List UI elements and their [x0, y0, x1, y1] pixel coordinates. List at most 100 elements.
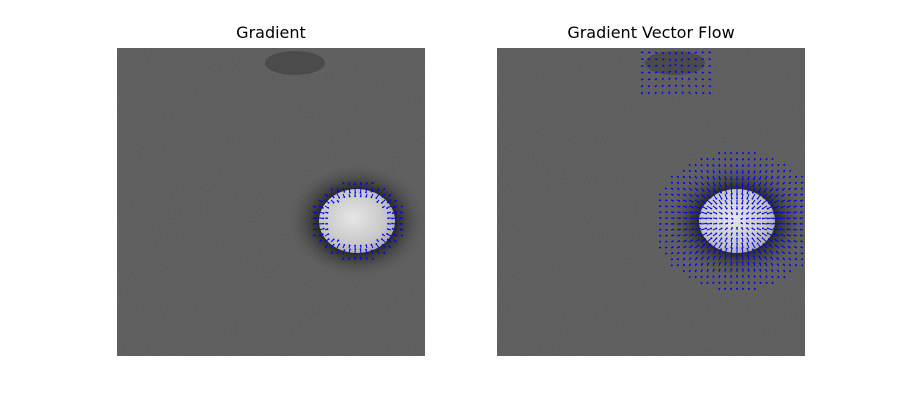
vector-arrowhead	[332, 238, 335, 241]
vector-arrowhead	[712, 164, 715, 167]
vector-arrowhead	[685, 234, 688, 236]
vector-arrowhead	[776, 263, 779, 266]
vector-arrowhead	[752, 255, 755, 258]
vector-arrowhead	[694, 164, 697, 167]
vector-arrowhead	[672, 234, 675, 237]
vector-arrow	[712, 242, 717, 249]
vector-arrowhead	[354, 256, 356, 259]
vector-arrowhead	[665, 199, 668, 202]
vector-arrowhead	[694, 58, 697, 61]
vector-arrowhead	[794, 188, 797, 190]
vector-arrowhead	[348, 244, 351, 247]
vector-arrowhead	[321, 206, 324, 209]
vector-arrowhead	[762, 196, 765, 199]
gradient-vector-flow-image	[497, 48, 805, 356]
vector-arrowhead	[718, 171, 721, 174]
vector-arrowhead	[688, 84, 691, 87]
vector-arrowhead	[675, 91, 677, 94]
vector-arrowhead	[315, 228, 317, 231]
vector-arrowhead	[672, 240, 674, 243]
vector-arrowhead	[793, 211, 796, 214]
vector-arrowhead	[386, 201, 389, 204]
vector-arrowhead	[715, 227, 718, 230]
vector-arrowhead	[386, 228, 389, 230]
vector-arrowhead	[659, 217, 662, 219]
vector-arrowhead	[747, 254, 749, 257]
vector-arrowhead	[697, 238, 700, 241]
vector-arrowhead	[783, 276, 786, 278]
vector-arrowhead	[747, 281, 750, 284]
vector-arrowhead	[685, 217, 688, 220]
vector-arrowhead	[354, 248, 357, 250]
vector-arrowhead	[793, 205, 796, 208]
vector-arrowhead	[741, 232, 743, 235]
vector-arrowhead	[747, 287, 750, 290]
vector-arrowhead	[759, 164, 762, 167]
vector-arrowhead	[787, 200, 790, 203]
vector-arrowhead	[648, 64, 651, 67]
vector-arrowhead	[736, 242, 738, 245]
vector-arrowhead	[678, 240, 681, 242]
vector-arrowhead	[354, 183, 356, 186]
vector-arrowhead	[746, 227, 748, 230]
vector-arrowhead	[684, 245, 687, 248]
vector-arrowhead	[730, 254, 733, 257]
vector-arrowhead	[765, 164, 768, 167]
vector-arrowhead	[659, 228, 662, 231]
gradient-vector-flow-image-panel	[497, 48, 805, 356]
vector-arrowhead	[677, 188, 680, 190]
vector-arrowhead	[703, 244, 706, 246]
vector-arrow	[767, 211, 774, 215]
vector-arrowhead	[706, 281, 709, 284]
vector-arrowhead	[783, 164, 786, 166]
vector-arrowhead	[714, 191, 717, 193]
vector-arrowhead	[694, 64, 697, 67]
vector-arrowhead	[386, 207, 388, 210]
vector-arrow	[746, 187, 750, 194]
vector-arrowhead	[641, 64, 644, 67]
vector-arrowhead	[695, 263, 698, 266]
vector-arrowhead	[675, 77, 677, 80]
vector-arrowhead	[691, 200, 694, 203]
vector-arrowhead	[751, 222, 754, 225]
vector-arrowhead	[641, 92, 644, 94]
vector-arrowhead	[641, 78, 644, 81]
vector-arrowhead	[720, 222, 723, 225]
vector-arrowhead	[688, 276, 691, 278]
vector-arrow	[741, 187, 744, 194]
vector-arrowhead	[709, 196, 712, 199]
vector-arrowhead	[756, 197, 759, 200]
vector-arrowhead	[780, 233, 783, 236]
vector-arrowhead	[703, 196, 706, 198]
vector-arrowhead	[684, 239, 687, 242]
vector-arrowhead	[741, 268, 744, 271]
vector-arrowhead	[662, 77, 664, 80]
vector-arrowhead	[332, 243, 335, 246]
vector-arrowhead	[794, 252, 797, 254]
vector-arrowhead	[766, 227, 769, 230]
vector-arrowhead	[648, 71, 651, 74]
vector-arrowhead	[354, 195, 357, 198]
vector-arrowhead	[659, 211, 662, 214]
vector-arrowhead	[800, 246, 803, 249]
vector-arrowhead	[322, 217, 325, 220]
vector-arrowhead	[386, 232, 388, 235]
vector-arrowhead	[678, 194, 680, 196]
vector-arrowhead	[394, 200, 397, 203]
vector-arrowhead	[692, 217, 695, 220]
vector-arrowhead	[787, 245, 790, 248]
vector-arrowhead	[388, 194, 391, 197]
vector-arrowhead	[715, 222, 718, 225]
vector-arrowhead	[766, 212, 769, 215]
vector-arrowhead	[661, 91, 664, 94]
vector-arrowhead	[753, 178, 755, 180]
vector-arrowhead	[710, 217, 713, 220]
vector-arrowhead	[706, 164, 709, 167]
vector-arrowhead	[746, 212, 748, 215]
vector-arrowhead	[747, 185, 749, 188]
vector-arrowhead	[751, 217, 754, 220]
vector-arrowhead	[359, 248, 362, 250]
vector-arrowhead	[327, 238, 330, 240]
vector-arrowhead	[730, 165, 733, 168]
vector-arrowhead	[779, 217, 782, 220]
